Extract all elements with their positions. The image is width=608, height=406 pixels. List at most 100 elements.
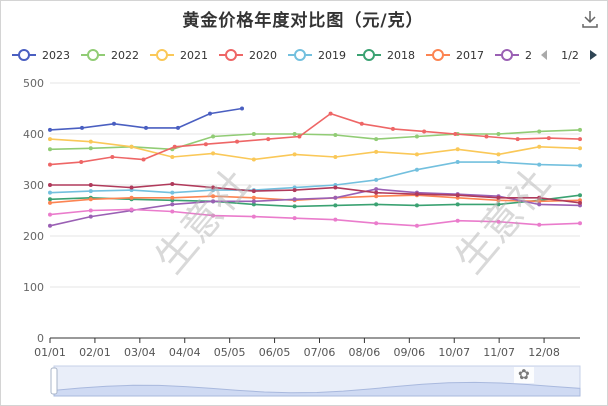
x-tick-label: 08/06 xyxy=(349,346,381,359)
chart-title: 黄金价格年度对比图（元/克） xyxy=(182,11,424,31)
data-point xyxy=(203,142,208,147)
datazoom-handle-left[interactable] xyxy=(50,367,58,395)
data-point xyxy=(170,154,175,159)
legend-swatch-marker xyxy=(225,49,237,61)
data-point xyxy=(211,199,216,204)
series-line xyxy=(49,194,581,208)
legend-swatch-marker xyxy=(294,49,306,61)
x-tick-label: 03/04 xyxy=(124,346,156,359)
data-point xyxy=(414,134,419,139)
data-point xyxy=(414,192,419,197)
legend-swatch-marker xyxy=(87,49,99,61)
y-tick-label: 500 xyxy=(23,77,44,90)
data-point xyxy=(578,127,582,132)
data-point xyxy=(537,144,542,149)
x-tick-label: 01/01 xyxy=(34,346,66,359)
data-point xyxy=(359,121,364,126)
data-point xyxy=(170,190,175,195)
data-point xyxy=(578,137,582,142)
y-tick-label: 200 xyxy=(23,230,44,243)
data-point xyxy=(453,132,458,136)
data-point xyxy=(333,217,338,222)
series-line xyxy=(50,183,581,204)
data-point xyxy=(208,111,212,116)
legend-swatch-marker xyxy=(501,49,513,61)
data-point xyxy=(578,221,582,226)
data-point xyxy=(251,195,256,200)
series-line xyxy=(49,208,581,227)
data-point xyxy=(211,134,216,139)
data-point xyxy=(374,149,379,154)
data-point xyxy=(292,204,297,209)
data-point xyxy=(374,202,379,207)
data-point xyxy=(129,207,134,212)
x-tick-label: 12/08 xyxy=(528,346,560,359)
data-point xyxy=(211,194,216,199)
series-line xyxy=(49,112,581,166)
data-point xyxy=(48,147,52,152)
data-point xyxy=(496,202,501,207)
legend-next-icon[interactable] xyxy=(590,50,597,60)
data-point xyxy=(546,136,551,141)
data-point xyxy=(414,152,419,157)
datazoom-preview xyxy=(53,381,581,397)
x-tick-label: 09/06 xyxy=(393,346,425,359)
legend-item[interactable]: 2 xyxy=(495,49,532,62)
data-point xyxy=(88,146,93,151)
watermark-badge: ✿ xyxy=(514,367,534,383)
data-point xyxy=(537,195,542,200)
legend-swatch-marker xyxy=(18,49,30,61)
data-point xyxy=(496,219,501,224)
data-point xyxy=(455,193,460,198)
series-line xyxy=(49,161,581,194)
x-tick-label: 06/05 xyxy=(259,346,291,359)
data-point xyxy=(333,133,338,138)
data-point xyxy=(328,111,333,116)
data-point xyxy=(170,209,175,214)
data-point xyxy=(578,200,582,205)
y-tick-label: 100 xyxy=(23,281,44,294)
x-tick-label: 04/04 xyxy=(169,346,201,359)
data-point xyxy=(144,125,148,130)
data-point xyxy=(374,177,379,182)
data-point xyxy=(292,152,297,157)
data-point xyxy=(240,106,244,111)
data-point xyxy=(333,185,338,190)
series-line xyxy=(49,188,581,227)
data-point xyxy=(578,193,582,198)
legend-item[interactable]: 2023 xyxy=(12,49,70,62)
data-point xyxy=(170,202,175,207)
legend-label: 2018 xyxy=(387,49,415,62)
legend-item[interactable]: 2021 xyxy=(150,49,208,62)
download-icon[interactable] xyxy=(582,10,598,28)
series-line xyxy=(49,129,581,151)
data-point xyxy=(374,190,379,195)
data-point xyxy=(88,189,93,194)
legend-item[interactable]: 2022 xyxy=(81,49,139,62)
legend-item[interactable]: 2019 xyxy=(288,49,346,62)
data-point xyxy=(170,181,175,186)
x-tick-label: 05/05 xyxy=(214,346,246,359)
data-point xyxy=(88,214,93,219)
data-point xyxy=(292,216,297,221)
y-tick-label: 300 xyxy=(23,179,44,192)
data-point xyxy=(455,218,460,223)
data-point xyxy=(266,137,271,142)
data-point xyxy=(374,221,379,226)
data-point xyxy=(537,222,542,227)
data-point xyxy=(455,160,460,165)
data-point xyxy=(129,144,134,149)
data-point xyxy=(80,125,84,130)
data-point xyxy=(374,137,379,142)
legend-label: 2020 xyxy=(249,49,277,62)
data-point xyxy=(515,137,520,142)
x-tick-label: 07/06 xyxy=(304,346,336,359)
legend-label: 2017 xyxy=(456,49,484,62)
legend-item[interactable]: 2017 xyxy=(426,49,484,62)
data-point xyxy=(578,163,582,168)
legend-swatch-marker xyxy=(363,49,375,61)
data-point xyxy=(211,151,216,156)
legend-item[interactable]: 2020 xyxy=(219,49,277,62)
legend-prev-icon[interactable] xyxy=(541,50,547,60)
legend-item[interactable]: 2018 xyxy=(357,49,415,62)
